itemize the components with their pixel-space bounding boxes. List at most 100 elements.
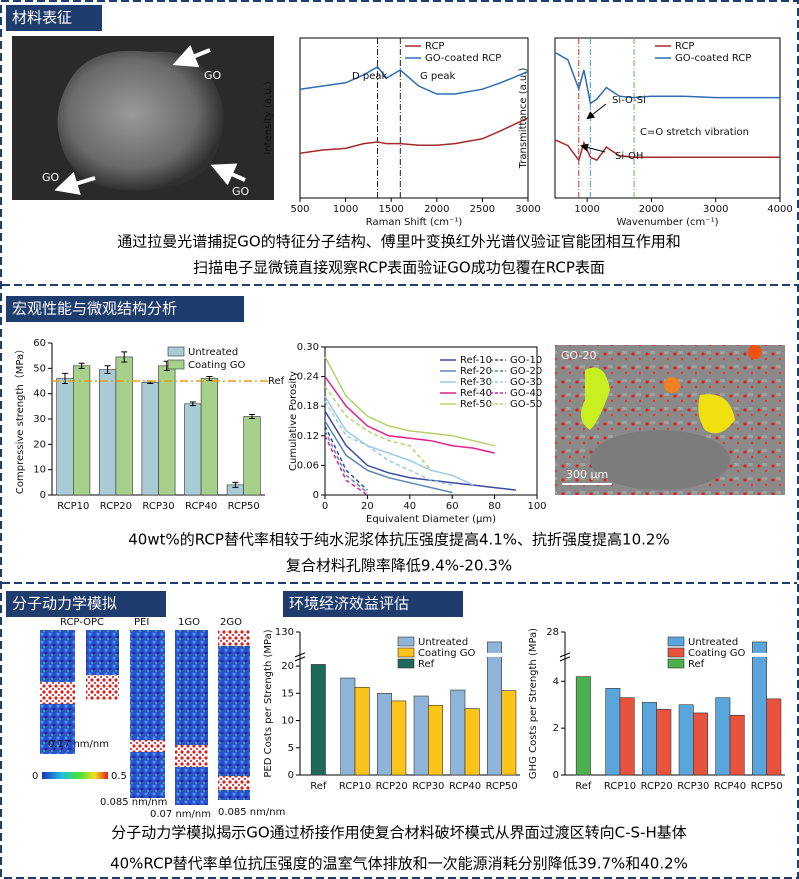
series-line bbox=[554, 51, 780, 105]
md-snapshot bbox=[218, 776, 250, 790]
bar bbox=[693, 712, 708, 776]
break-gap bbox=[486, 652, 503, 657]
y-tick-label: 50 bbox=[33, 363, 46, 374]
y-tick-label: 15 bbox=[281, 688, 294, 699]
y-axis-label: Cumulative Porosity bbox=[288, 371, 299, 471]
annotation-arrow bbox=[580, 143, 606, 153]
x-tick-label: 2000 bbox=[424, 204, 449, 215]
series-line bbox=[324, 420, 453, 494]
x-tick-label: 3000 bbox=[703, 204, 728, 215]
x-tick-label: 4000 bbox=[767, 204, 792, 215]
sem-particle bbox=[57, 50, 224, 191]
y-tick-label: 0.30 bbox=[297, 342, 319, 353]
legend-swatch bbox=[167, 359, 185, 370]
bar bbox=[619, 697, 635, 776]
reference-label: Ref bbox=[268, 376, 285, 387]
x-tick-label: RCP20 bbox=[100, 501, 132, 512]
legend-label: Ref-30 bbox=[460, 377, 492, 388]
legend-label: GO-coated RCP bbox=[675, 53, 751, 64]
bar bbox=[678, 704, 694, 776]
bar bbox=[310, 664, 326, 776]
bar bbox=[56, 378, 74, 496]
y-tick-label: 10 bbox=[281, 716, 294, 727]
md-distance: 0.085 nm/nm bbox=[218, 807, 285, 818]
y-axis-label: Transmittance (a.u.) bbox=[518, 68, 529, 170]
y-tick-label: 4 bbox=[553, 676, 559, 687]
header: 材料表征 bbox=[12, 9, 72, 27]
legend-label: Untreated bbox=[688, 637, 738, 648]
legend-label: Coating GO bbox=[418, 648, 476, 659]
caption: 40%RCP替代率单位抗压强度的温室气体排放和一次能源消耗分别降低39.7%和4… bbox=[110, 855, 688, 873]
arrow bbox=[172, 44, 211, 68]
legend-label: Ref bbox=[418, 659, 435, 670]
annotation: G peak bbox=[420, 71, 456, 82]
break-gap bbox=[751, 652, 768, 657]
x-tick-label: 2500 bbox=[470, 204, 495, 215]
x-tick-label: RCP30 bbox=[412, 781, 444, 792]
bar bbox=[243, 416, 261, 496]
bar bbox=[605, 688, 621, 776]
bar bbox=[752, 641, 767, 776]
bar bbox=[642, 702, 657, 776]
y-tick-label: 0.18 bbox=[297, 401, 319, 412]
x-tick-label: RCP10 bbox=[339, 781, 371, 792]
error-bar bbox=[61, 372, 68, 385]
bar bbox=[413, 695, 429, 776]
aggregate bbox=[590, 430, 730, 490]
md-snapshot bbox=[86, 630, 119, 675]
legend-swatch bbox=[397, 636, 415, 647]
x-axis-label: Wavenumber (cm⁻¹) bbox=[617, 217, 719, 228]
x-tick-label: RCP10 bbox=[57, 501, 89, 512]
pore bbox=[664, 377, 680, 393]
md-snapshot bbox=[130, 630, 165, 798]
y-tick-label: 30 bbox=[33, 414, 46, 425]
bar bbox=[766, 698, 782, 776]
y-tick-label: 0 bbox=[288, 770, 294, 781]
md-label: 2GO bbox=[220, 617, 242, 628]
md-distance: 0.085 nm/nm bbox=[100, 797, 167, 808]
y-axis-label: Intensity (a.u.) bbox=[263, 81, 274, 154]
y-tick-label: 20 bbox=[33, 439, 46, 450]
md-distance: 0.17 nm/nm bbox=[48, 739, 109, 750]
y-tick-label: 0 bbox=[553, 770, 559, 781]
error-bar bbox=[189, 401, 196, 407]
legend-label: Ref-10 bbox=[460, 355, 492, 366]
x-tick-label: 80 bbox=[488, 501, 501, 512]
legend-label: Untreated bbox=[418, 637, 468, 648]
series-line bbox=[324, 376, 495, 454]
bar bbox=[158, 365, 176, 496]
x-tick-label: RCP30 bbox=[142, 501, 174, 512]
x-tick-label: 500 bbox=[290, 204, 309, 215]
x-tick-label: RCP30 bbox=[677, 781, 709, 792]
y-tick-label: 0.24 bbox=[297, 372, 319, 383]
md-snapshot bbox=[40, 682, 75, 704]
legend-label: GO-20 bbox=[510, 366, 542, 377]
md-snapshot bbox=[175, 630, 208, 805]
y-tick-label: 20 bbox=[281, 661, 294, 672]
legend-label: GO-10 bbox=[510, 355, 542, 366]
header: 环境经济效益评估 bbox=[289, 595, 409, 613]
md-snapshot bbox=[175, 745, 208, 767]
y-axis-label: GHG Costs per Strength (MPa) bbox=[528, 628, 539, 779]
md-snapshot bbox=[218, 630, 250, 800]
legend-swatch bbox=[667, 636, 685, 647]
legend-label: Coating GO bbox=[188, 360, 246, 371]
x-tick-label: RCP50 bbox=[751, 781, 783, 792]
x-tick-label: 1500 bbox=[378, 204, 403, 215]
image-label: GO-20 bbox=[561, 349, 596, 362]
md-distance: 0.07 nm/nm bbox=[150, 809, 211, 820]
bar bbox=[184, 403, 202, 496]
error-bar bbox=[232, 481, 239, 488]
error-bar bbox=[104, 365, 111, 374]
x-axis-label: Equivalent Diameter (μm) bbox=[366, 514, 496, 525]
series-line bbox=[299, 117, 529, 154]
error-bar bbox=[78, 362, 85, 369]
series-line bbox=[324, 430, 368, 494]
bar bbox=[575, 676, 591, 776]
x-axis-label: Raman Shift (cm⁻¹) bbox=[366, 217, 463, 228]
annotation: C=O stretch vibration bbox=[640, 127, 749, 138]
arrow bbox=[210, 163, 246, 186]
y-tick-label: 40 bbox=[33, 389, 46, 400]
bar bbox=[115, 356, 133, 496]
bar bbox=[98, 369, 117, 496]
